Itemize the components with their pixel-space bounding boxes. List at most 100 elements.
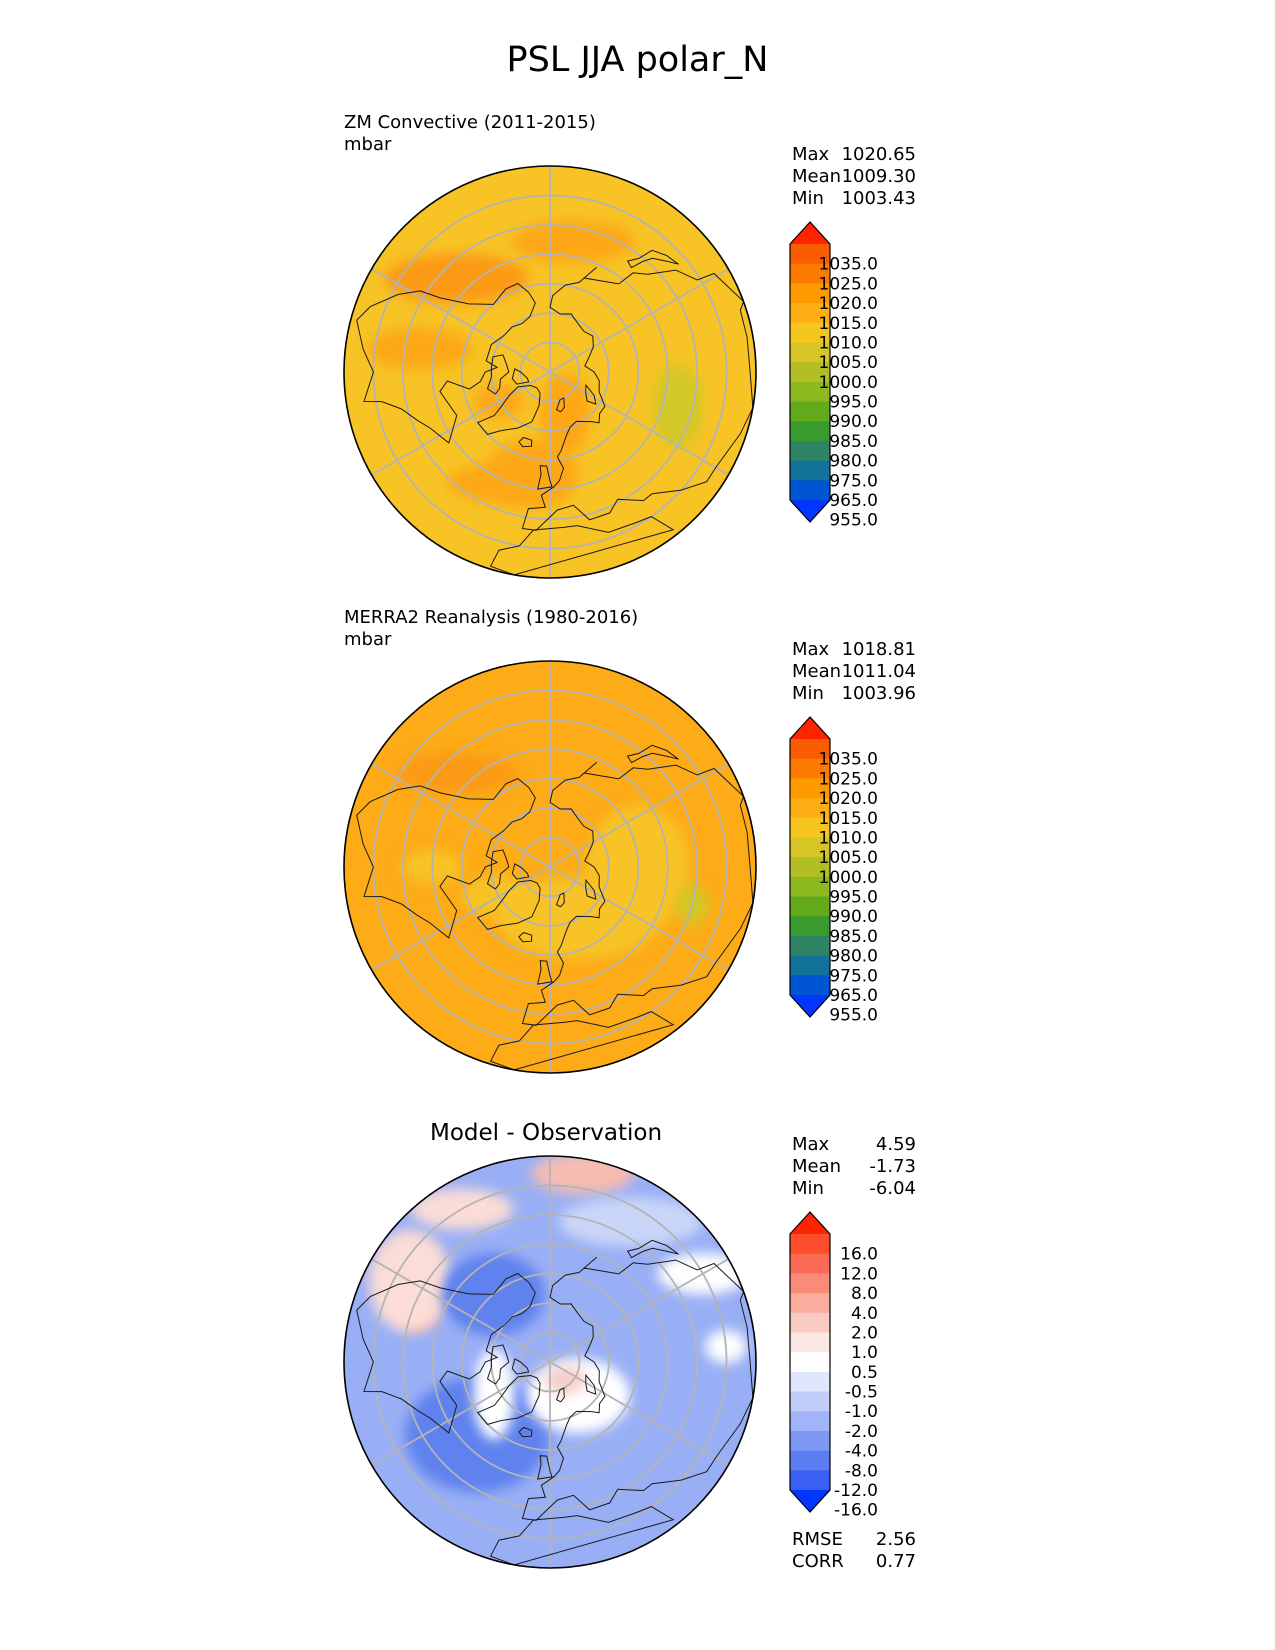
colorbar-segment: [790, 303, 830, 324]
stat-key: Mean: [792, 166, 842, 187]
coastline: [489, 1011, 675, 1071]
colorbar-segment: [790, 362, 830, 383]
colorbar-segment: [790, 322, 830, 343]
colorbar-segment: [790, 1332, 830, 1353]
colorbar-tick-label: 1.0: [851, 1343, 878, 1363]
metric-key: CORR: [792, 1551, 844, 1572]
field-anomaly-region: [368, 328, 472, 370]
colorbar-segment: [790, 1293, 830, 1314]
colorbar-tick-label: 955.0: [829, 511, 878, 531]
meridian-line: [549, 268, 729, 373]
coastline: [626, 744, 679, 764]
coastline: [476, 384, 541, 435]
stat-row-max: Max 1020.65: [792, 144, 916, 166]
colorbar-tick-label: 1000.0: [819, 868, 878, 888]
field-anomaly-region: [394, 752, 519, 794]
colorbar-segment: [790, 440, 830, 462]
map-field: [344, 661, 756, 1073]
metric-row-rmse: RMSE 2.56: [792, 1529, 916, 1551]
colorbar-outline: [789, 1211, 831, 1513]
field-anomaly-region: [511, 220, 635, 263]
colorbar-tick-label: 990.0: [829, 907, 878, 927]
colorbar-reference: 1035.01025.01020.01015.01010.01005.01000…: [789, 716, 878, 1026]
colorbar-segment: [790, 975, 830, 996]
colorbar-segment: [790, 244, 830, 265]
coastline: [537, 960, 553, 985]
panel-reference-label: MERRA2 Reanalysis (1980-2016): [344, 607, 639, 628]
colorbar-tick-label: 1020.0: [819, 294, 878, 314]
colorbar-tick-label: 995.0: [829, 888, 878, 908]
coastline: [537, 465, 553, 490]
metric-value: 0.77: [875, 1551, 916, 1572]
colorbar-tick-label: 1020.0: [819, 789, 878, 809]
colorbar-tick-label: 1035.0: [819, 255, 878, 275]
colorbar-tick-label: 955.0: [829, 1006, 878, 1026]
panel-diff-title: Model - Observation: [430, 1120, 663, 1146]
stat-value: 1018.81: [841, 639, 916, 660]
colorbar-segment: [790, 1470, 830, 1491]
stat-value: 1020.65: [841, 144, 916, 165]
colorbar-segment: [790, 1411, 830, 1432]
colorbar-segment: [790, 421, 830, 442]
stat-row-mean: Mean -1.73: [792, 1156, 916, 1178]
colorbar-tick-label: 0.5: [851, 1363, 878, 1383]
colorbar-test: 1035.01025.01020.01015.01010.01005.01000…: [789, 221, 878, 531]
coastline: [585, 878, 597, 900]
colorbar-tick-label: 1015.0: [819, 809, 878, 829]
colorbar-tick-label: -12.0: [834, 1481, 878, 1501]
coastline: [518, 436, 533, 448]
meridian-line: [549, 371, 729, 476]
meridian-line: [371, 866, 551, 971]
meridian-line: [549, 763, 729, 868]
coastline: [555, 397, 565, 413]
stat-row-min: Min 1003.43: [792, 188, 916, 210]
stat-key: Max: [792, 144, 830, 165]
stat-row-mean: Mean 1011.04: [792, 661, 916, 683]
colorbar-segment: [790, 1450, 830, 1471]
colorbar-extension-max: [790, 717, 830, 739]
colorbar-segment: [790, 1253, 830, 1274]
colorbar-segment: [790, 817, 830, 838]
coastline: [518, 1426, 533, 1438]
colorbar-tick-label: 1035.0: [819, 750, 878, 770]
colorbar-tick-label: 1005.0: [819, 353, 878, 373]
coastline: [486, 849, 510, 890]
colorbar-extension-min: [790, 500, 830, 522]
colorbar-extension-max: [790, 1212, 830, 1234]
meridian-line: [549, 1258, 729, 1363]
colorbar-segment: [790, 1391, 830, 1412]
colorbar-tick-label: 8.0: [851, 1284, 878, 1304]
coastline: [489, 1506, 675, 1566]
coastline: [356, 777, 536, 939]
panel-reference-units: mbar: [344, 629, 392, 650]
field-anomaly-region: [544, 1365, 586, 1395]
stat-key: Min: [792, 683, 824, 704]
colorbar-segment: [790, 460, 830, 481]
colorbar-segment: [790, 778, 830, 799]
colorbar-tick-label: 995.0: [829, 393, 878, 413]
colorbar-outline: [789, 716, 831, 1018]
stats-reference: Max 1018.81 Mean 1011.04 Min 1003.96: [792, 639, 916, 705]
stat-value: 1011.04: [841, 661, 916, 682]
colorbar-segment: [790, 916, 830, 937]
colorbar-tick-label: 985.0: [829, 927, 878, 947]
colorbar-tick-label: 2.0: [851, 1323, 878, 1343]
coastline: [585, 383, 597, 405]
colorbar-segment: [790, 1371, 830, 1393]
colorbar-tick-label: -1.0: [845, 1402, 878, 1422]
stat-key: Max: [792, 1134, 830, 1155]
coastline: [356, 282, 536, 444]
stat-key: Mean: [792, 1156, 842, 1177]
colorbar-tick-label: 965.0: [829, 986, 878, 1006]
coastline: [476, 879, 541, 930]
coastline: [626, 1239, 679, 1259]
stat-key: Mean: [792, 661, 842, 682]
stat-key: Min: [792, 188, 824, 209]
stat-row-min: Min 1003.96: [792, 683, 916, 705]
colorbar-tick-label: 985.0: [829, 432, 878, 452]
stat-row-max: Max 4.59: [792, 1134, 916, 1156]
stat-value: 1003.96: [841, 683, 916, 704]
panel-test-units: mbar: [344, 134, 392, 155]
colorbar-tick-label: 990.0: [829, 412, 878, 432]
colorbar-tick-label: 1000.0: [819, 373, 878, 393]
